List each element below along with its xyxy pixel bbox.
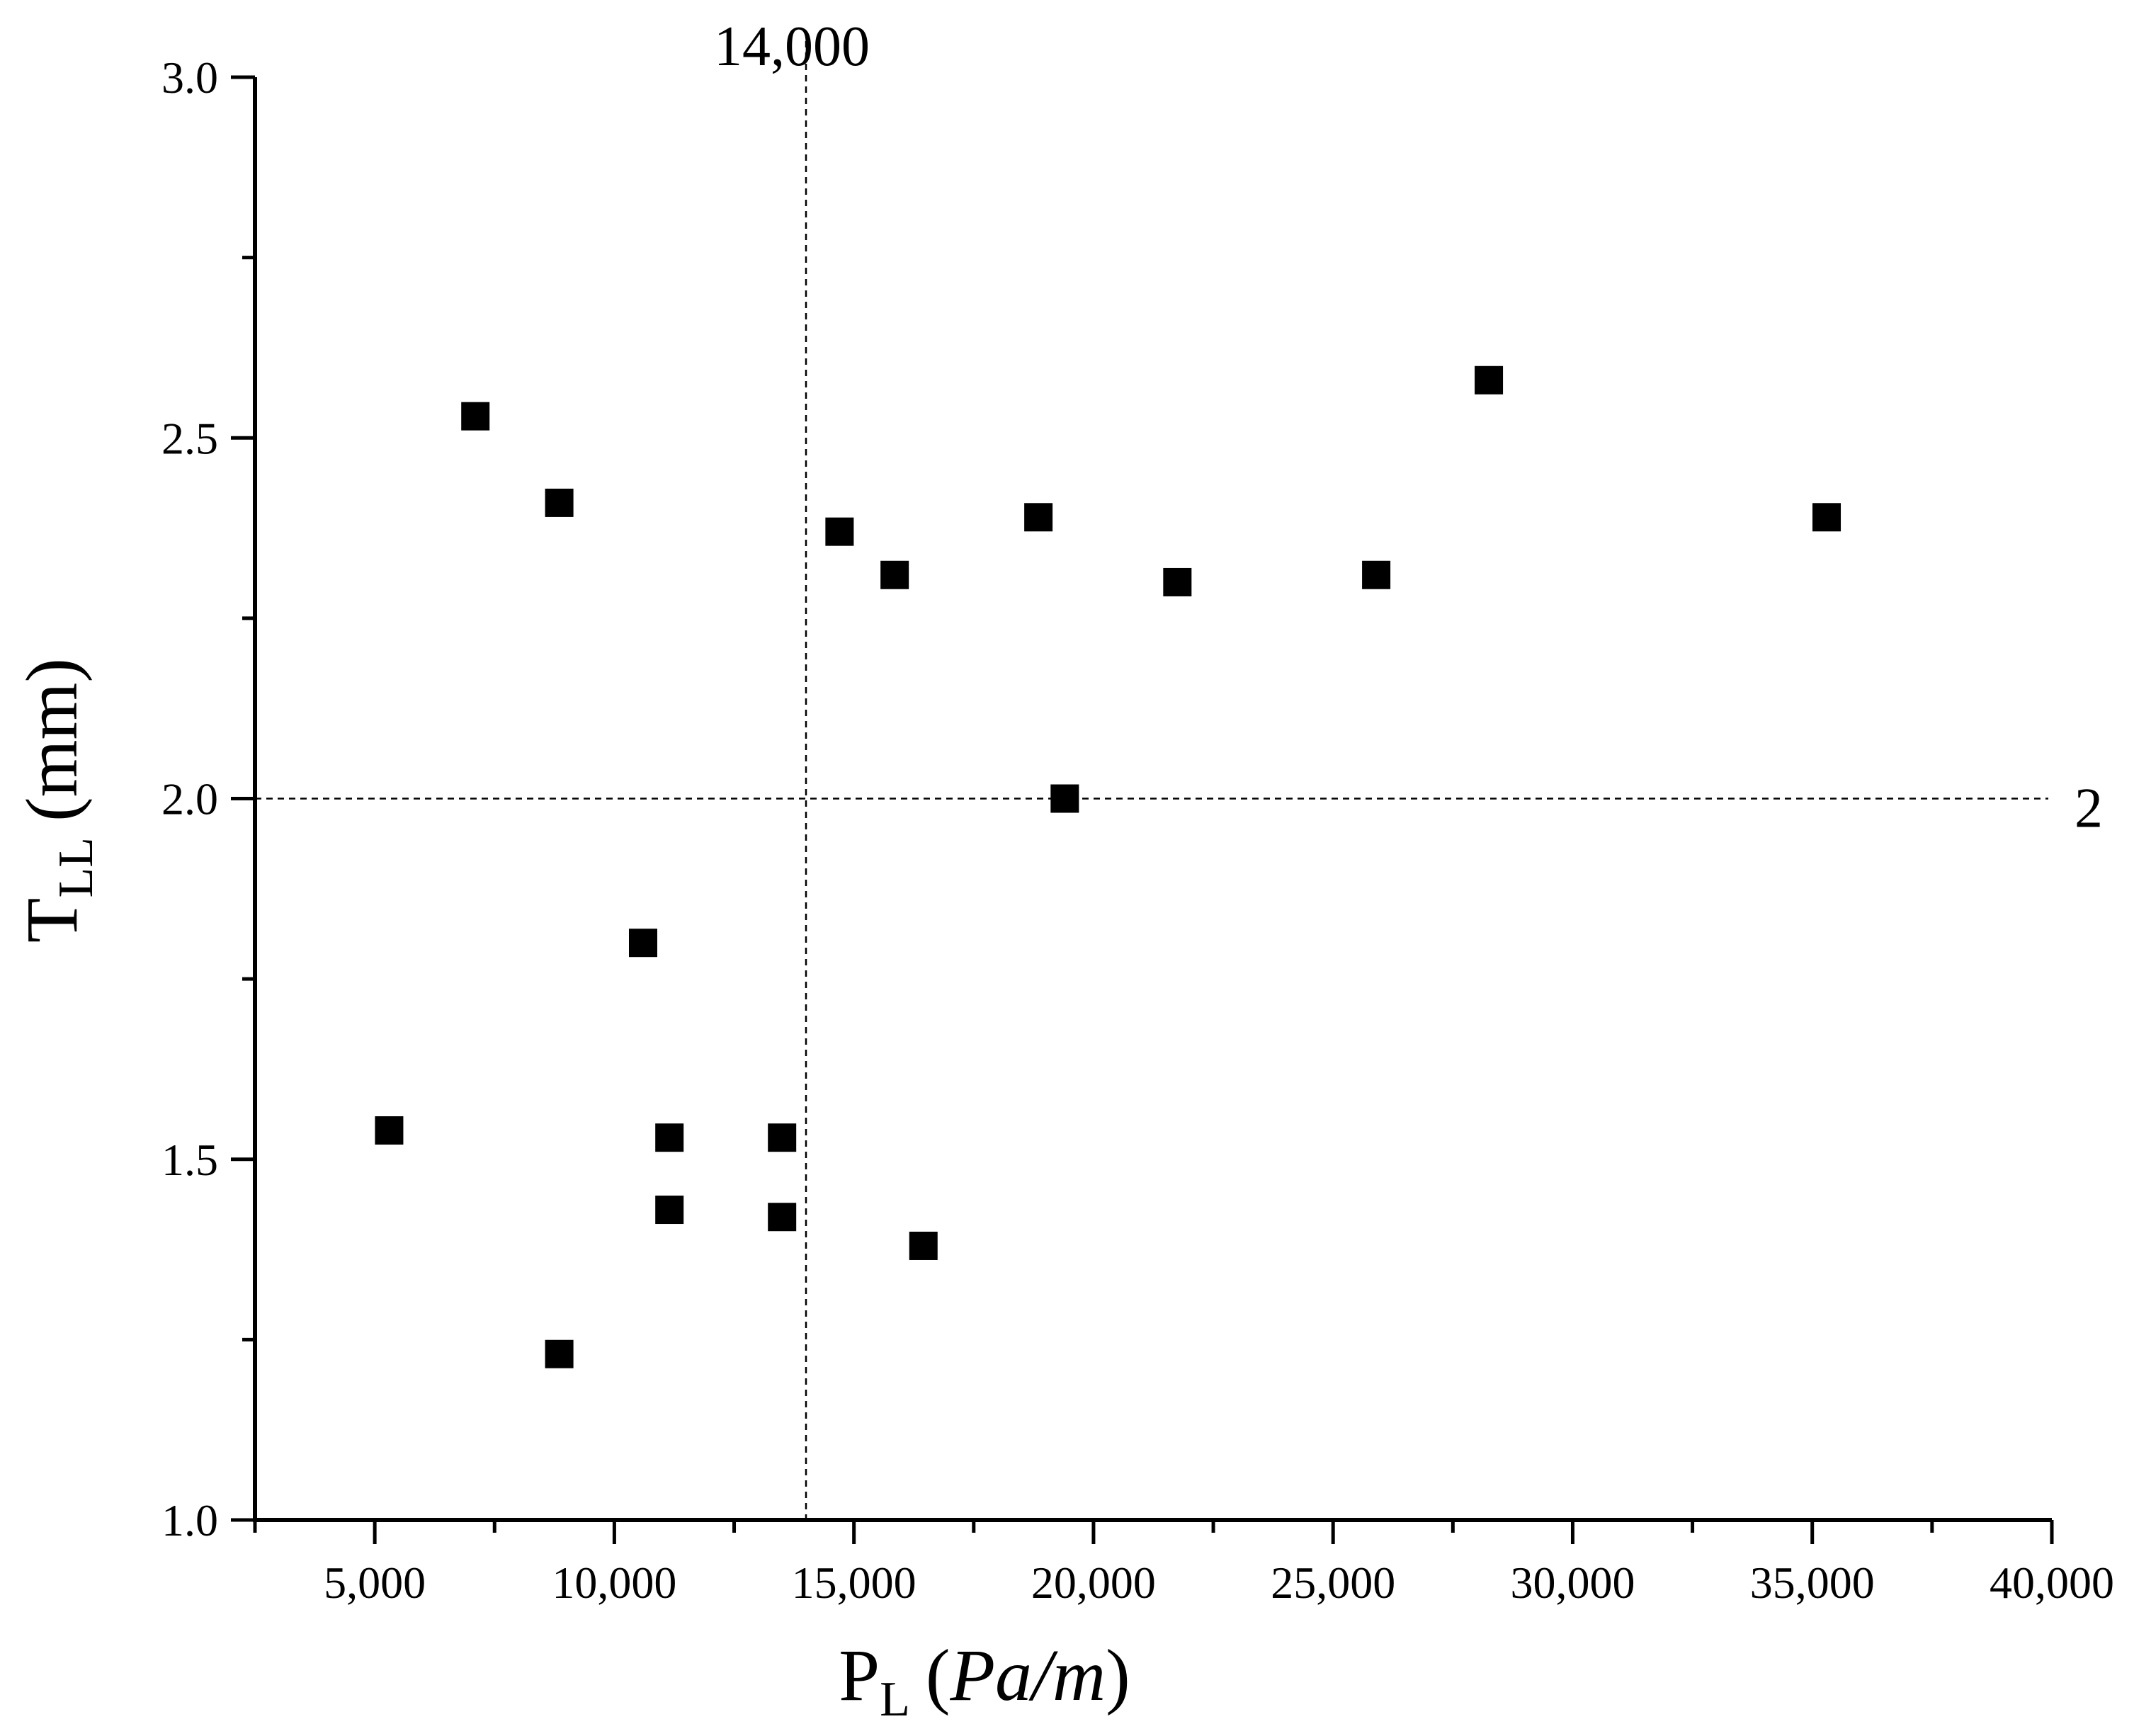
data-point [461,402,490,431]
y-tick-label: 2.5 [161,413,218,463]
x-axis-title-open: ( [926,1635,950,1716]
y-tick-label: 1.0 [161,1495,218,1545]
data-point [825,517,854,546]
x-tick-label: 40,000 [1990,1558,2114,1608]
y-tick-label: 1.5 [161,1135,218,1185]
horizontal-reference-label: 2 [2075,778,2103,840]
data-point [1475,365,1504,395]
x-axis-title-close: ) [1106,1635,1130,1716]
y-tick-label: 3.0 [161,52,218,103]
vertical-reference-label: 14,000 [714,16,870,78]
x-tick-label: 20,000 [1031,1558,1156,1608]
data-point [1050,784,1079,813]
data-point [1812,503,1841,532]
x-axis-title: PL (Pa/m) [839,1635,1130,1727]
data-point [768,1123,797,1152]
x-axis-title-main: P [839,1635,880,1716]
reference-lines: 14,000 2 [255,16,2103,1520]
data-point [628,929,657,958]
y-axis-ticks: 1.0 1.5 2.0 2.5 3.0 [161,52,255,1545]
data-point [1163,567,1192,596]
data-point [655,1196,684,1225]
x-axis-title-unit: Pa/m [950,1635,1106,1716]
data-point [1362,560,1391,589]
data-point [1024,503,1053,532]
data-point [880,560,909,589]
x-tick-label: 35,000 [1750,1558,1875,1608]
y-axis-title-main: T [11,898,93,943]
x-tick-label: 5,000 [324,1558,426,1608]
x-axis-title-sub: L [880,1672,910,1727]
y-tick-label: 2.0 [161,774,218,824]
x-tick-label: 15,000 [792,1558,916,1608]
x-tick-label: 25,000 [1271,1558,1395,1608]
y-axis-title: TLL (mm) [11,658,103,943]
x-tick-label: 10,000 [552,1558,676,1608]
data-points [375,365,1841,1368]
data-point [545,488,574,517]
y-axis-title-unit: (mm) [11,658,93,822]
data-point [768,1203,797,1232]
y-axis-title-sub: LL [49,837,103,898]
data-point [375,1116,404,1145]
data-point [545,1339,574,1368]
data-point [655,1123,684,1152]
x-axis-ticks: 5,000 10,000 15,000 20,000 25,000 30,000 35,00… [253,1520,2114,1608]
x-tick-label: 30,000 [1510,1558,1635,1608]
data-point [909,1231,938,1260]
